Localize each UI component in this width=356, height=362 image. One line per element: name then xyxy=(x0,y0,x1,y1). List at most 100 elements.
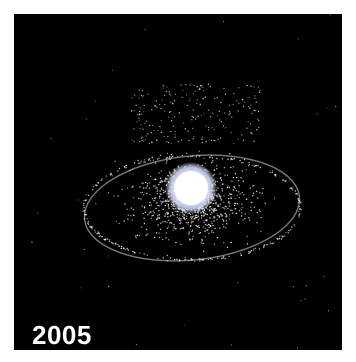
debris-dot xyxy=(278,235,281,238)
debris-dot xyxy=(248,163,250,165)
debris-dot xyxy=(290,187,292,189)
debris-dot xyxy=(291,189,294,191)
debris-dot xyxy=(202,97,204,100)
debris-dot xyxy=(182,213,184,215)
debris-dot xyxy=(169,93,171,95)
debris-dot xyxy=(180,221,182,223)
debris-dot xyxy=(132,197,135,199)
debris-dot xyxy=(94,229,96,231)
debris-dot xyxy=(295,193,297,195)
debris-dot xyxy=(138,113,140,115)
debris-dot xyxy=(252,250,255,252)
debris-dot xyxy=(133,109,135,112)
debris-dot xyxy=(132,173,134,175)
debris-dot xyxy=(219,119,221,121)
debris-dot xyxy=(86,118,88,120)
debris-dot xyxy=(237,110,239,112)
debris-dot xyxy=(220,101,222,104)
debris-dot xyxy=(157,214,159,217)
debris-dot xyxy=(142,182,145,184)
debris-dot xyxy=(283,235,286,237)
debris-dot xyxy=(150,204,152,206)
debris-dot xyxy=(111,175,113,177)
debris-dot xyxy=(200,242,202,244)
debris-dot xyxy=(335,105,337,108)
debris-dot xyxy=(204,227,206,229)
debris-dot xyxy=(170,214,172,217)
debris-dot xyxy=(229,202,231,205)
debris-dot xyxy=(117,170,119,172)
debris-dot xyxy=(190,258,192,260)
debris-dot xyxy=(229,112,231,115)
debris-dot xyxy=(158,103,161,106)
debris-dot xyxy=(253,248,255,250)
debris-dot xyxy=(234,197,236,199)
debris-dot xyxy=(216,157,218,160)
debris-dot xyxy=(232,142,235,145)
debris-dot xyxy=(231,209,233,212)
debris-dot xyxy=(170,154,173,156)
debris-dot xyxy=(216,218,218,221)
debris-dot xyxy=(230,157,232,160)
debris-dot xyxy=(180,219,182,221)
debris-dot xyxy=(202,242,204,245)
debris-dot xyxy=(135,104,137,106)
debris-dot xyxy=(106,238,109,240)
debris-dot xyxy=(250,132,252,134)
debris-dot xyxy=(50,137,52,140)
debris-dot xyxy=(297,197,299,200)
debris-dot xyxy=(300,202,302,204)
debris-dot xyxy=(224,216,227,218)
debris-dot xyxy=(192,109,194,111)
debris-dot xyxy=(233,186,235,188)
debris-dot xyxy=(97,182,99,184)
debris-dot xyxy=(83,203,85,205)
debris-dot xyxy=(227,201,230,203)
debris-dot xyxy=(203,112,205,114)
debris-dot xyxy=(178,217,181,219)
debris-dot xyxy=(210,221,213,223)
debris-dot xyxy=(158,232,160,234)
debris-dot xyxy=(241,203,243,205)
debris-dot xyxy=(144,181,147,184)
debris-dot xyxy=(140,160,142,162)
debris-dot xyxy=(223,226,225,228)
debris-dot xyxy=(133,140,135,143)
debris-dot xyxy=(184,128,186,130)
debris-dot xyxy=(221,214,223,216)
debris-dot xyxy=(131,139,133,141)
debris-dot xyxy=(95,184,97,186)
debris-dot xyxy=(238,210,241,212)
debris-dot xyxy=(133,128,135,130)
debris-dot xyxy=(207,129,210,131)
debris-dot xyxy=(224,212,226,215)
debris-dot xyxy=(143,161,145,163)
debris-dot xyxy=(131,186,133,189)
debris-dot xyxy=(167,226,170,228)
debris-dot xyxy=(187,223,189,225)
debris-dot xyxy=(156,192,159,195)
debris-dot xyxy=(238,102,240,104)
debris-dot xyxy=(221,190,224,192)
debris-dot xyxy=(188,233,190,235)
debris-dot xyxy=(198,224,200,227)
debris-dot xyxy=(247,252,250,255)
debris-dot xyxy=(109,239,111,241)
debris-dot xyxy=(111,242,114,244)
debris-dot xyxy=(170,130,172,133)
debris-dot xyxy=(140,124,142,126)
debris-dot xyxy=(164,215,166,217)
debris-dot xyxy=(221,158,224,160)
debris-dot xyxy=(216,181,219,183)
debris-dot xyxy=(221,188,223,190)
debris-dot xyxy=(165,213,167,215)
debris-dot xyxy=(228,205,230,207)
debris-dot xyxy=(94,100,96,102)
debris-dot xyxy=(253,86,255,88)
debris-dot xyxy=(139,140,141,143)
debris-dot xyxy=(203,221,205,224)
debris-dot xyxy=(152,210,155,212)
debris-dot xyxy=(213,211,215,213)
debris-dot xyxy=(249,251,251,253)
debris-dot xyxy=(192,215,194,217)
